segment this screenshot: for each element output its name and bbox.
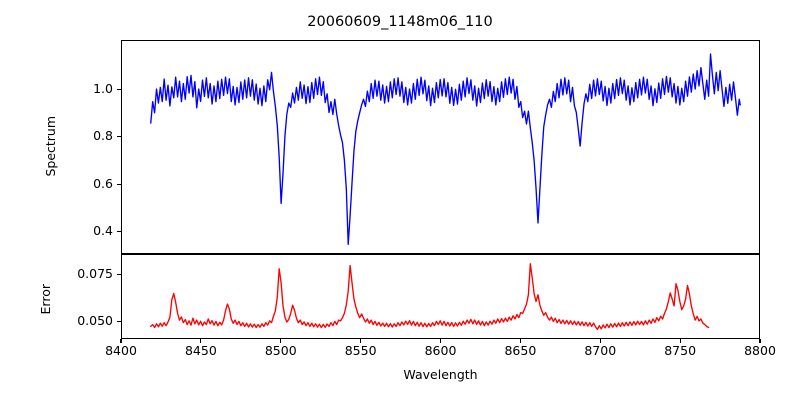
error-ytick-label: 0.050 (77, 312, 113, 328)
spectrum-ytick-label: 0.8 (93, 128, 113, 144)
error-ytick-label: 0.075 (77, 266, 113, 282)
spectrum-line-plot (150, 53, 741, 245)
xtick-mark (519, 339, 521, 343)
spectrum-ytick-mark (117, 88, 121, 90)
spectrum-ytick-label: 1.0 (93, 80, 113, 96)
spectrum-ytick-mark (117, 231, 121, 233)
spectrum-ytick-mark (117, 183, 121, 185)
xtick-mark (599, 339, 601, 343)
xtick-label: 8650 (504, 343, 537, 358)
xtick-mark (280, 339, 282, 343)
spectrum-axes (121, 40, 760, 254)
xtick-label: 8700 (584, 343, 617, 358)
error-axes (121, 254, 760, 339)
xtick-label: 8400 (105, 343, 137, 358)
error-line-plot (150, 263, 710, 331)
xtick-label: 8500 (264, 343, 297, 358)
x-axis-label: Wavelength (403, 367, 478, 382)
xtick-mark (360, 339, 362, 343)
spectrum-ytick-label: 0.4 (93, 223, 113, 239)
xtick-label: 8800 (744, 343, 776, 358)
spectrum-data-line (150, 53, 741, 245)
error-ytick-mark (117, 320, 121, 322)
spectrum-ytick-mark (117, 136, 121, 138)
xtick-mark (200, 339, 202, 343)
xtick-mark (120, 339, 122, 343)
xtick-mark (679, 339, 681, 343)
xtick-mark (439, 339, 442, 343)
error-ytick-mark (117, 274, 121, 276)
xtick-label: 8600 (424, 343, 457, 358)
figure-title: 20060609_1148m06_110 (307, 14, 493, 30)
xtick-label: 8450 (184, 343, 217, 358)
xtick-label: 8750 (664, 343, 697, 358)
spectrum-ytick-label: 0.6 (93, 175, 113, 191)
xtick-label: 8550 (344, 343, 377, 358)
xtick-mark (759, 339, 761, 343)
error-data-line (150, 263, 710, 331)
